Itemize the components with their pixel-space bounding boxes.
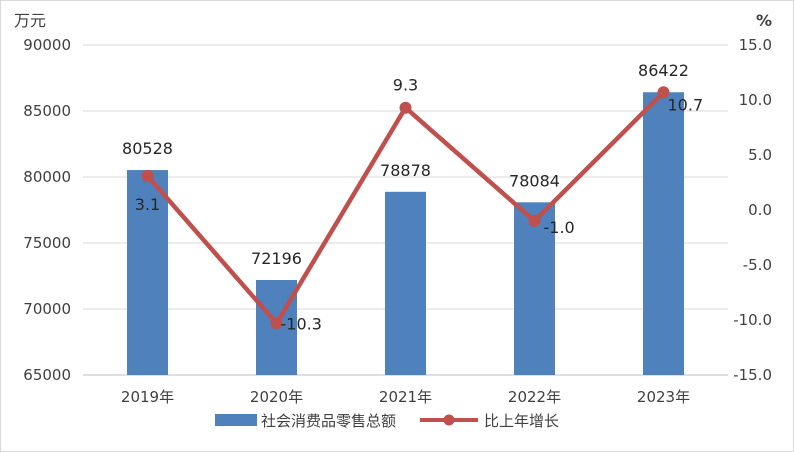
x-axis-tick-label: 2021年: [379, 388, 432, 406]
bar: [643, 92, 684, 375]
bar-series: [127, 92, 684, 375]
line-marker: [528, 215, 541, 227]
line-series: [141, 86, 670, 330]
line-value-label: -1.0: [544, 218, 575, 237]
line-marker: [270, 317, 283, 330]
bar-value-label: 78878: [380, 161, 431, 180]
right-axis-tick-label: -10.0: [733, 311, 772, 329]
line-value-label: 9.3: [393, 76, 418, 95]
bar-value-label: 86422: [638, 61, 689, 80]
line-marker: [141, 169, 154, 182]
bar: [127, 170, 168, 375]
x-axis-tick-label: 2022年: [508, 388, 561, 406]
line-value-label: -10.3: [281, 314, 322, 333]
right-axis-tick-label: -5.0: [743, 256, 772, 274]
x-axis-tick-label: 2023年: [637, 388, 690, 406]
legend-label-line: 比上年增长: [484, 412, 559, 430]
line-value-label: 3.1: [135, 195, 160, 214]
legend: 社会消费品零售总额 比上年增长: [215, 412, 559, 430]
right-axis-tick-label: 5.0: [748, 146, 772, 164]
left-axis-tick-label: 85000: [23, 102, 71, 120]
line-marker: [657, 86, 670, 99]
right-axis-tick-label: 0.0: [748, 201, 772, 219]
left-axis-tick-label: 90000: [23, 36, 71, 54]
line-value-label: 10.7: [668, 95, 704, 114]
bar: [514, 202, 555, 375]
right-axis-tick-label: 10.0: [739, 91, 772, 109]
left-axis-tick-label: 80000: [23, 168, 71, 186]
line-marker: [399, 101, 412, 114]
left-axis-tick-label: 65000: [23, 366, 71, 384]
right-axis-unit: %: [756, 11, 772, 30]
x-axis-tick-label: 2020年: [250, 388, 303, 406]
right-axis-tick-label: 15.0: [739, 36, 772, 54]
bar: [385, 191, 426, 375]
data-labels: 80528 72196 78878 78084 86422 3.1 -10.3 9.3 -1.0…: [122, 61, 703, 333]
legend-swatch-bar: [215, 414, 257, 426]
legend-swatch-marker: [443, 414, 455, 426]
left-axis-tick-label: 75000: [23, 234, 71, 252]
left-axis-unit: 万元: [14, 11, 46, 30]
right-axis-tick-label: -15.0: [733, 366, 772, 384]
left-axis-tick-label: 70000: [23, 300, 71, 318]
bar-value-label: 80528: [122, 139, 173, 158]
bar-value-label: 78084: [509, 171, 560, 190]
legend-label-bar: 社会消费品零售总额: [261, 412, 396, 430]
bar-value-label: 72196: [251, 249, 302, 268]
axes: 万元 % 90000 85000 80000 75000 70000 65000 15.0 1…: [14, 11, 772, 406]
x-axis-tick-label: 2019年: [121, 388, 174, 406]
